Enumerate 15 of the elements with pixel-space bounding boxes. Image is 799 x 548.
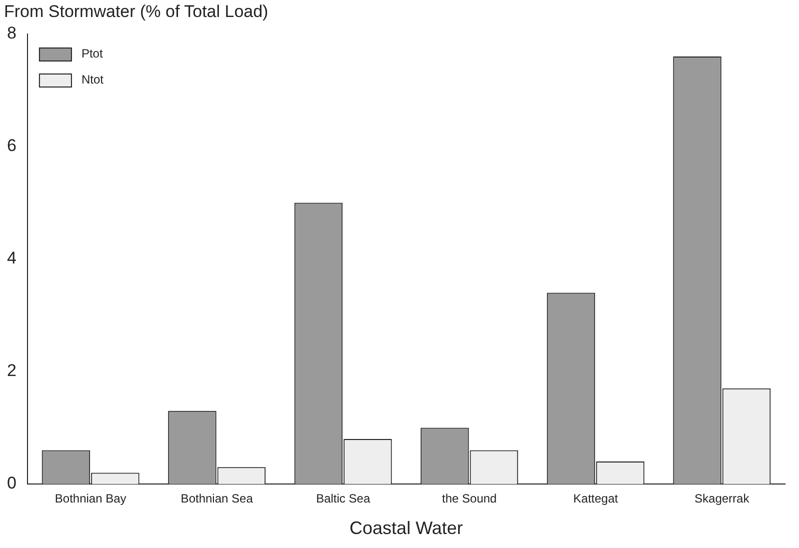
x-tick-label: Baltic Sea xyxy=(316,492,370,506)
y-tick-label: 6 xyxy=(6,136,16,156)
y-tick-label: 0 xyxy=(6,474,16,493)
legend-label: Ptot xyxy=(81,46,104,60)
legend-label: Ntot xyxy=(81,72,104,86)
x-tick-label: Bothnian Bay xyxy=(54,492,126,506)
y-tick-label: 4 xyxy=(6,248,16,268)
x-tick-label: the Sound xyxy=(442,492,497,506)
x-axis-title: Coastal Water xyxy=(350,518,463,538)
x-tick-label: Skagerrak xyxy=(694,492,750,506)
x-tick-label: Bothnian Sea xyxy=(180,492,254,506)
y-tick-label: 2 xyxy=(6,361,16,380)
y-tick-label: 8 xyxy=(6,24,16,43)
x-tick-label: Kattegat xyxy=(573,492,619,506)
y-axis-title: From Stormwater (% of Total Load) xyxy=(4,2,268,22)
